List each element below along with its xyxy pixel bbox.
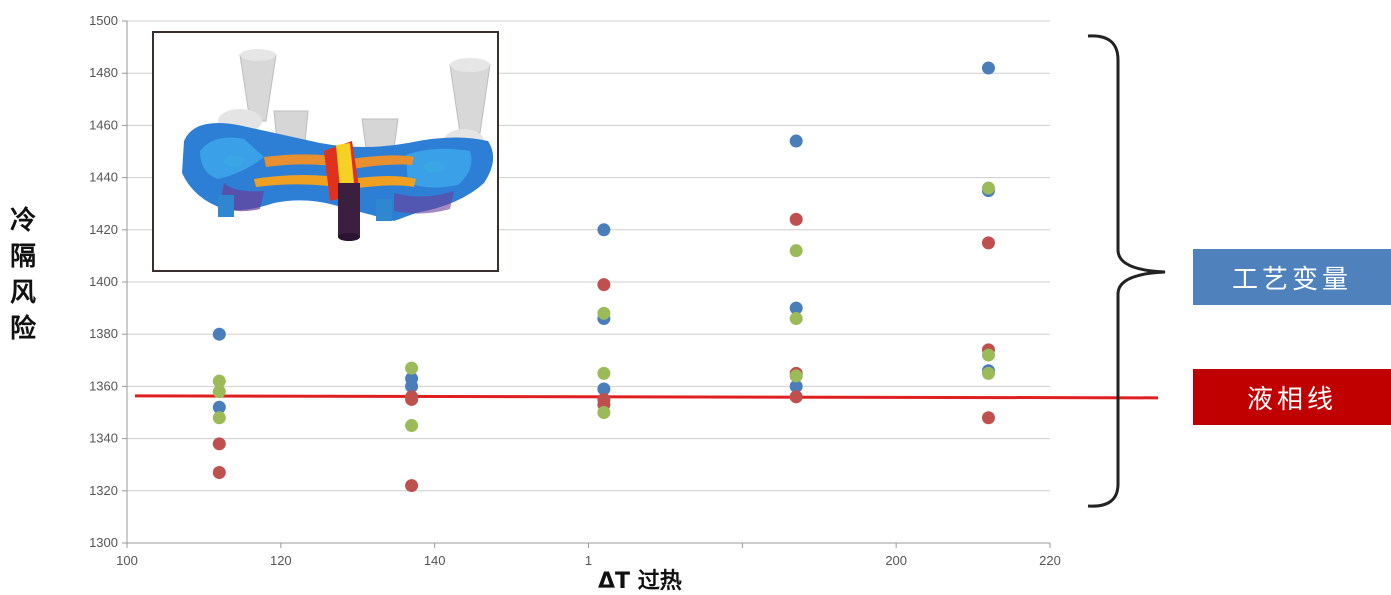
data-point [405,361,419,375]
data-point [405,379,419,393]
data-point [789,369,803,383]
data-point [212,385,226,399]
data-point [212,374,226,388]
data-point [789,301,803,315]
x-tick-label: 120 [270,553,292,568]
x-tick-label: 220 [1039,553,1061,568]
y-tick-label: 1500 [89,13,118,28]
data-point [981,236,995,250]
data-point [212,437,226,451]
legend-liquidus: 液相线 [1193,369,1391,425]
data-point [597,382,611,396]
data-point [597,278,611,292]
data-point [789,212,803,226]
y-tick-label: 1380 [89,326,118,341]
data-point [981,61,995,75]
y-axis-label-char: 隔 [10,242,37,272]
y-tick-label: 1360 [89,378,118,393]
y-tick-label: 1320 [89,483,118,498]
data-point [981,348,995,362]
liquidus-line [134,394,1159,400]
data-point [405,419,419,433]
data-point [597,366,611,380]
data-point [597,406,611,419]
data-point [981,366,995,380]
y-tick-label: 1400 [89,274,118,289]
data-point [789,390,803,404]
data-point [212,400,226,414]
data-point [789,379,803,393]
y-tick-labels: 1300 1320 1340 1360 1380 1400 1420 1440 1460 1480… [89,13,118,550]
x-tick-label: 100 [116,553,138,568]
data-point [405,392,419,406]
y-tick-label: 1440 [89,170,118,185]
legend-process-variable-label: 工艺变量 [1231,264,1352,295]
data-point [405,479,419,493]
data-point [789,312,803,326]
data-points [212,61,995,493]
data-point [212,411,226,425]
legend-liquidus-label: 液相线 [1246,384,1337,415]
y-axis-label-char: 风 [10,278,37,308]
data-point [789,244,803,258]
casting-simulation-image [152,31,499,272]
data-point [981,181,995,195]
data-point [789,134,803,148]
x-tick-label: 1 [585,553,592,568]
y-tick-label: 1420 [89,222,118,237]
axes [122,20,1051,548]
y-axis-label-char: 冷 [10,206,37,236]
data-point [212,466,226,480]
data-point [981,411,995,425]
data-point [597,306,611,320]
data-point [597,223,611,237]
x-tick-label: 140 [424,553,446,568]
y-tick-label: 1300 [89,535,118,550]
x-tick-labels: 100 120 140 1 200 220 [116,553,1061,568]
bracket [1087,34,1166,508]
liquidus-reference-line [134,394,1159,400]
x-tick-label: 200 [885,553,907,568]
y-tick-label: 1480 [89,65,118,80]
legend-process-variable: 工艺变量 [1193,249,1391,305]
y-axis-label-char: 险 [10,314,37,344]
y-tick-label: 1460 [89,117,118,132]
y-tick-label: 1340 [89,431,118,446]
x-axis-label: ΔT 过热 [598,569,682,594]
data-point [212,327,226,341]
